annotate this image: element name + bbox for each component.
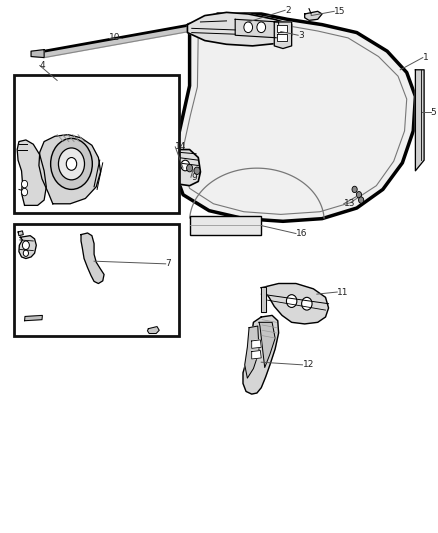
Polygon shape [261, 287, 265, 312]
Polygon shape [148, 327, 159, 334]
Bar [14, 224, 179, 336]
Circle shape [22, 241, 29, 249]
Text: 16: 16 [296, 229, 307, 238]
Bar [190, 216, 261, 235]
Text: 4: 4 [40, 61, 46, 70]
Text: 3: 3 [298, 31, 304, 40]
Circle shape [187, 165, 193, 172]
Circle shape [286, 295, 297, 308]
Polygon shape [252, 340, 261, 349]
Circle shape [23, 250, 28, 256]
Circle shape [302, 297, 312, 310]
Polygon shape [17, 140, 46, 205]
Polygon shape [245, 326, 259, 378]
Polygon shape [25, 316, 42, 321]
Text: 5: 5 [431, 108, 436, 117]
Polygon shape [274, 22, 292, 49]
Polygon shape [44, 25, 192, 58]
Circle shape [51, 139, 92, 189]
Text: 10: 10 [109, 34, 121, 43]
Polygon shape [252, 351, 261, 359]
Circle shape [194, 167, 200, 174]
Polygon shape [277, 34, 287, 41]
Text: 12: 12 [303, 360, 314, 369]
Circle shape [359, 197, 364, 203]
Text: 7: 7 [166, 260, 171, 268]
Polygon shape [243, 316, 279, 394]
Text: 15: 15 [334, 7, 346, 16]
Polygon shape [305, 11, 322, 20]
Polygon shape [415, 70, 424, 171]
Circle shape [352, 186, 357, 192]
Polygon shape [277, 25, 287, 31]
Circle shape [357, 191, 361, 198]
Polygon shape [31, 50, 44, 58]
Polygon shape [18, 231, 23, 236]
Polygon shape [235, 19, 279, 38]
Polygon shape [174, 150, 201, 185]
Circle shape [58, 148, 85, 180]
Circle shape [257, 22, 265, 33]
Polygon shape [19, 236, 36, 259]
Circle shape [21, 180, 28, 188]
Circle shape [21, 188, 28, 196]
Polygon shape [81, 233, 104, 284]
Circle shape [181, 160, 190, 171]
Text: 14: 14 [175, 142, 187, 151]
Polygon shape [261, 284, 328, 324]
Text: 11: 11 [337, 287, 349, 296]
Text: 13: 13 [344, 199, 355, 208]
Polygon shape [259, 322, 275, 368]
Polygon shape [174, 14, 415, 221]
Text: 1: 1 [423, 53, 428, 62]
Text: 9: 9 [191, 173, 197, 182]
Circle shape [244, 22, 253, 33]
Text: 2: 2 [285, 6, 291, 15]
Polygon shape [39, 135, 101, 204]
Circle shape [66, 158, 77, 170]
Polygon shape [187, 12, 292, 46]
Bar [14, 75, 179, 213]
